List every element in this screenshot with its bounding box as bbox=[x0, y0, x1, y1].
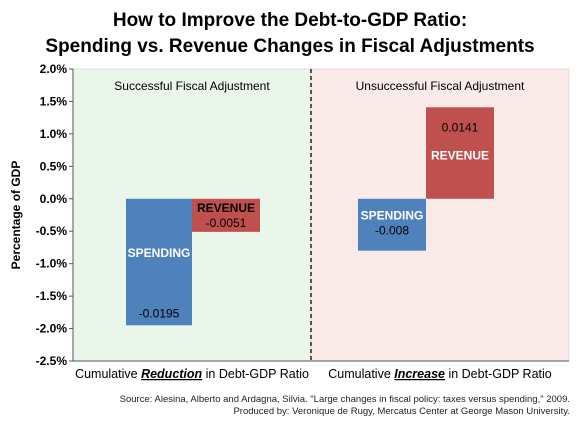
y-tick-label: -1.0% bbox=[36, 257, 68, 271]
bar-value-label: -0.0051 bbox=[206, 216, 247, 230]
y-tick-label: 1.5% bbox=[40, 94, 68, 108]
y-tick-label: -0.5% bbox=[36, 224, 68, 238]
y-tick-label: 1.0% bbox=[40, 127, 68, 141]
category-text: Cumulative bbox=[328, 367, 394, 381]
bar-value-label: -0.008 bbox=[375, 224, 409, 238]
successful-region-label: Successful Fiscal Adjustment bbox=[114, 79, 270, 93]
category-text: in Debt-GDP Ratio bbox=[202, 367, 309, 381]
chart-title-line-1: How to Improve the Debt-to-GDP Ratio: bbox=[113, 10, 467, 31]
unsuccessful-region-label: Unsuccessful Fiscal Adjustment bbox=[356, 79, 525, 93]
spending-bar bbox=[358, 198, 426, 251]
category-text: Cumulative bbox=[75, 367, 141, 381]
bar-name-label: REVENUE bbox=[431, 148, 489, 162]
chart-title-line-2: Spending vs. Revenue Changes in Fiscal A… bbox=[45, 36, 534, 57]
category-text: in Debt-GDP Ratio bbox=[445, 367, 552, 381]
category-label: Cumulative Increase in Debt-GDP Ratio bbox=[328, 367, 552, 381]
category-label: Cumulative Reduction in Debt-GDP Ratio bbox=[75, 367, 309, 381]
category-emphasis: Increase bbox=[394, 367, 445, 381]
source-line-1: Source: Alesina, Alberto and Ardagna, Si… bbox=[120, 394, 570, 405]
bar-name-label: SPENDING bbox=[128, 246, 191, 260]
y-tick-label: -1.5% bbox=[36, 289, 68, 303]
y-tick-label: 2.0% bbox=[40, 62, 68, 76]
y-tick-label: -2.5% bbox=[36, 354, 68, 368]
source-line-2: Produced by: Veronique de Rugy, Mercatus… bbox=[233, 406, 570, 417]
bar-name-label: SPENDING bbox=[361, 209, 424, 223]
y-tick-label: 0.5% bbox=[40, 159, 68, 173]
bar-value-label: 0.0141 bbox=[442, 120, 479, 134]
revenue-bar bbox=[192, 198, 260, 232]
bar-name-label: REVENUE bbox=[197, 201, 255, 215]
spending-bar bbox=[126, 198, 192, 326]
revenue-bar bbox=[426, 107, 494, 199]
plot-area: 2.0% 1.5% 1.0% 0.5% 0.0% -0.5% -1.0% -1.5% -2.0%… bbox=[9, 62, 570, 381]
y-tick-label: -2.0% bbox=[36, 322, 68, 336]
bar-value-label: -0.0195 bbox=[139, 306, 180, 320]
y-axis-title: Percentage of GDP bbox=[9, 161, 23, 270]
category-emphasis: Reduction bbox=[141, 367, 202, 381]
y-tick-label: 0.0% bbox=[40, 192, 68, 206]
